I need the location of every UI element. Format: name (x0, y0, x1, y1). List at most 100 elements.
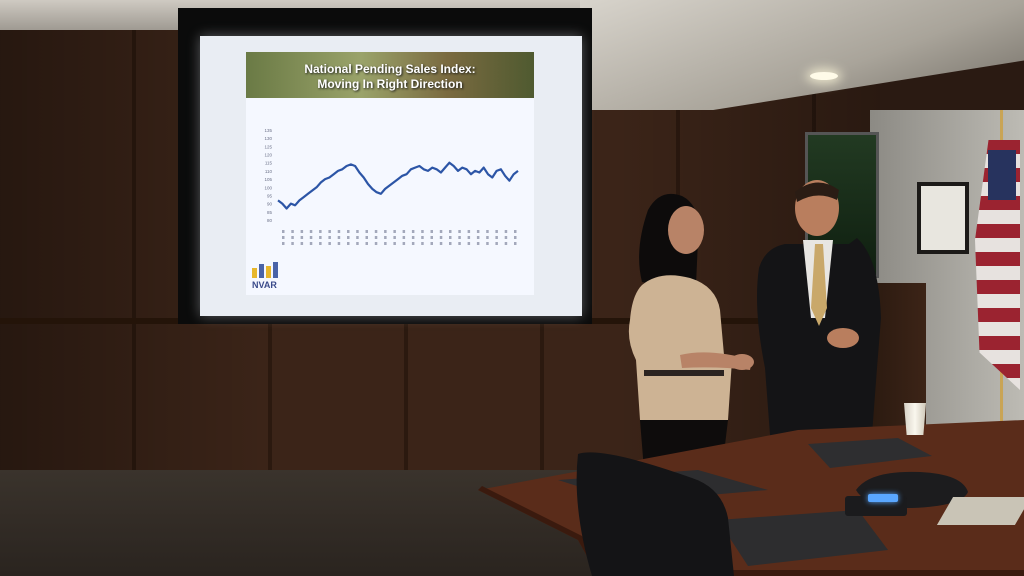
x-tick-mark (421, 242, 424, 245)
x-tick-mark (495, 236, 498, 239)
x-tick-mark (282, 242, 285, 245)
x-tick-mark (430, 236, 433, 239)
x-tick-mark (495, 230, 498, 233)
slide-banner (246, 52, 534, 98)
x-tick-mark (319, 236, 322, 239)
coffee-cup (904, 403, 926, 435)
x-tick-mark (374, 242, 378, 245)
x-tick-mark (421, 230, 424, 233)
x-tick-mark (411, 236, 415, 239)
x-tick-mark (337, 230, 341, 233)
x-tick-mark (356, 230, 359, 233)
x-tick-mark (402, 242, 406, 245)
ceiling-soffit (580, 0, 1024, 110)
x-tick-mark (384, 230, 387, 233)
x-tick-mark (356, 236, 359, 239)
x-tick-mark (430, 242, 433, 245)
pending-sales-chart: 80 85 90 95 100 105 110 115 120 125 130 135 (264, 128, 519, 245)
x-tick-mark (458, 230, 461, 233)
x-tick-mark (504, 236, 508, 239)
x-tick-mark (365, 230, 368, 233)
x-tick-mark (365, 242, 368, 245)
x-tick-mark (309, 236, 313, 239)
ceiling-light (810, 72, 838, 80)
series-line (277, 161, 519, 210)
x-tick-mark (300, 230, 304, 233)
x-tick-mark (365, 236, 368, 239)
x-tick-mark (374, 236, 378, 239)
y-tick-label: 100 (264, 185, 272, 190)
x-tick-mark (411, 230, 415, 233)
x-tick-mark (476, 242, 480, 245)
x-tick-mark (458, 242, 461, 245)
man-presenter (757, 180, 881, 448)
x-tick-mark (291, 230, 294, 233)
x-tick-mark (337, 242, 341, 245)
y-tick-label: 115 (265, 161, 273, 166)
slide-title-line-2: Moving In Right Direction (317, 77, 463, 91)
y-tick-label: 85 (267, 210, 273, 215)
x-tick-mark (504, 242, 508, 245)
x-tick-mark (347, 242, 350, 245)
x-tick-mark (291, 236, 294, 239)
x-tick-mark (328, 230, 331, 233)
x-tick-mark (374, 230, 378, 233)
nvar-logo: NVAR (252, 260, 292, 290)
x-tick-mark (384, 236, 387, 239)
x-tick-mark (411, 242, 415, 245)
y-axis-ticks: 80 85 90 95 100 105 110 115 120 125 130 135 (264, 128, 272, 223)
x-tick-mark (319, 242, 322, 245)
x-tick-mark (291, 242, 294, 245)
x-tick-mark (439, 230, 443, 233)
nvar-logo-text: NVAR (252, 280, 277, 290)
y-tick-label: 80 (267, 218, 273, 223)
x-tick-mark (467, 236, 471, 239)
x-axis-ticks (282, 230, 517, 245)
x-tick-mark (458, 236, 461, 239)
x-tick-mark (514, 230, 517, 233)
office-chair (576, 452, 734, 576)
y-tick-label: 125 (264, 144, 272, 149)
x-tick-mark (430, 230, 433, 233)
y-tick-label: 90 (267, 202, 273, 207)
x-tick-mark (486, 230, 489, 233)
x-tick-mark (449, 230, 452, 233)
phone-screen (868, 494, 898, 502)
x-tick-mark (514, 242, 517, 245)
y-tick-label: 105 (264, 177, 272, 182)
x-tick-mark (347, 230, 350, 233)
x-tick-mark (486, 242, 489, 245)
y-tick-label: 120 (264, 153, 272, 158)
x-tick-mark (449, 242, 452, 245)
x-tick-mark (309, 242, 313, 245)
framed-certificate (917, 182, 969, 254)
x-tick-mark (328, 242, 331, 245)
x-tick-mark (439, 236, 443, 239)
x-tick-mark (393, 236, 396, 239)
y-tick-label: 95 (267, 193, 273, 198)
presentation-slide: National Pending Sales Index: Moving In … (246, 52, 534, 295)
paper-sheet (936, 497, 1024, 525)
x-tick-mark (347, 236, 350, 239)
x-tick-mark (393, 230, 396, 233)
x-tick-mark (282, 230, 285, 233)
flag-canton (988, 150, 1016, 200)
y-tick-label: 130 (264, 136, 272, 141)
x-tick-mark (356, 242, 359, 245)
x-tick-mark (319, 230, 322, 233)
x-tick-mark (467, 230, 471, 233)
x-tick-mark (300, 236, 304, 239)
x-tick-mark (421, 236, 424, 239)
x-tick-mark (486, 236, 489, 239)
x-tick-mark (393, 242, 396, 245)
y-tick-label: 135 (264, 128, 272, 133)
slide-title-line-1: National Pending Sales Index: (304, 62, 476, 76)
x-tick-mark (300, 242, 304, 245)
x-tick-mark (309, 230, 313, 233)
x-tick-mark (467, 242, 471, 245)
x-tick-mark (476, 236, 480, 239)
y-tick-label: 110 (265, 169, 273, 174)
x-tick-mark (384, 242, 387, 245)
x-tick-mark (504, 230, 508, 233)
